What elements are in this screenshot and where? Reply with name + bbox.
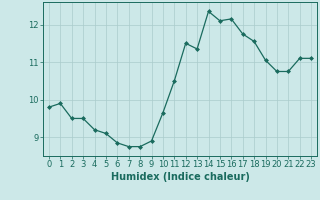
X-axis label: Humidex (Indice chaleur): Humidex (Indice chaleur) (111, 172, 249, 182)
